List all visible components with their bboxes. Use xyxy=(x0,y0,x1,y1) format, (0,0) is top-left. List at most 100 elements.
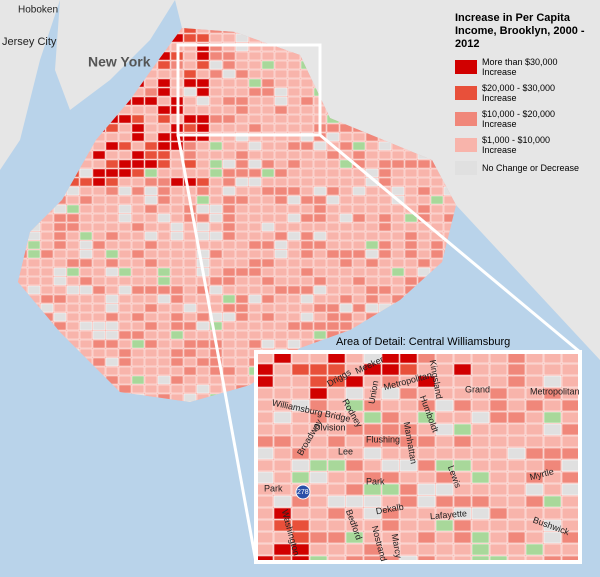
block xyxy=(399,423,418,436)
block xyxy=(53,384,67,394)
block xyxy=(131,375,145,385)
block xyxy=(248,150,262,160)
block xyxy=(561,507,580,520)
block xyxy=(157,105,171,115)
block xyxy=(27,330,41,340)
block xyxy=(79,321,93,331)
block xyxy=(399,507,418,520)
block xyxy=(209,186,223,196)
block xyxy=(79,375,93,385)
block xyxy=(144,123,158,133)
block xyxy=(79,114,93,124)
inset-blocks xyxy=(256,352,580,562)
block xyxy=(430,240,444,250)
block xyxy=(345,447,364,460)
block xyxy=(399,543,418,556)
block xyxy=(183,78,197,88)
block xyxy=(365,276,379,286)
block xyxy=(300,114,314,124)
block xyxy=(79,141,93,151)
block xyxy=(92,204,106,214)
block xyxy=(313,141,327,151)
block xyxy=(378,249,392,259)
block xyxy=(326,132,340,142)
block xyxy=(222,132,236,142)
block xyxy=(391,240,405,250)
block xyxy=(363,495,382,508)
block xyxy=(27,222,41,232)
block xyxy=(196,330,210,340)
block xyxy=(157,186,171,196)
block xyxy=(53,276,67,286)
block xyxy=(543,543,562,556)
block xyxy=(119,403,131,411)
block xyxy=(196,60,210,70)
block xyxy=(209,87,223,97)
block xyxy=(105,267,119,277)
block xyxy=(118,78,132,88)
block xyxy=(339,303,353,313)
block xyxy=(235,96,249,106)
block xyxy=(66,159,80,169)
legend-swatch xyxy=(455,138,477,152)
block xyxy=(235,249,249,259)
block xyxy=(183,105,197,115)
block xyxy=(291,471,310,484)
block xyxy=(345,507,364,520)
block xyxy=(287,123,301,133)
block xyxy=(79,240,93,250)
block xyxy=(417,276,431,286)
block xyxy=(79,222,93,232)
block xyxy=(381,531,400,544)
block xyxy=(131,159,145,169)
block xyxy=(352,195,366,205)
block xyxy=(430,276,444,286)
block xyxy=(453,352,472,364)
block xyxy=(256,459,274,472)
block xyxy=(273,543,292,556)
block xyxy=(327,507,346,520)
block xyxy=(261,222,275,232)
block xyxy=(27,159,41,169)
block xyxy=(435,363,454,376)
block xyxy=(40,132,54,142)
block xyxy=(183,231,197,241)
block xyxy=(170,186,184,196)
block xyxy=(105,249,119,259)
block xyxy=(579,507,580,520)
block xyxy=(443,312,456,322)
block xyxy=(183,87,197,97)
block xyxy=(326,123,340,133)
block xyxy=(209,42,223,52)
block xyxy=(300,222,314,232)
block xyxy=(471,387,490,400)
block xyxy=(300,132,314,142)
block xyxy=(543,411,562,424)
block xyxy=(40,87,54,97)
block xyxy=(93,403,105,411)
block xyxy=(92,249,106,259)
block xyxy=(352,150,366,160)
block xyxy=(53,132,67,142)
block xyxy=(170,348,184,358)
block xyxy=(222,213,236,223)
block xyxy=(273,375,292,388)
block xyxy=(287,321,301,331)
block xyxy=(273,435,292,448)
block xyxy=(144,69,158,79)
street-label: 278 xyxy=(297,489,309,496)
legend-item: More than $30,000 Increase xyxy=(455,57,595,77)
block xyxy=(579,531,580,544)
block xyxy=(92,150,106,160)
block xyxy=(79,150,93,160)
block xyxy=(435,399,454,412)
block xyxy=(313,231,327,241)
block xyxy=(300,231,314,241)
block xyxy=(209,294,223,304)
block xyxy=(18,222,28,232)
block xyxy=(53,231,67,241)
block xyxy=(287,294,301,304)
block xyxy=(27,393,41,402)
block xyxy=(157,321,171,331)
block xyxy=(18,294,28,304)
